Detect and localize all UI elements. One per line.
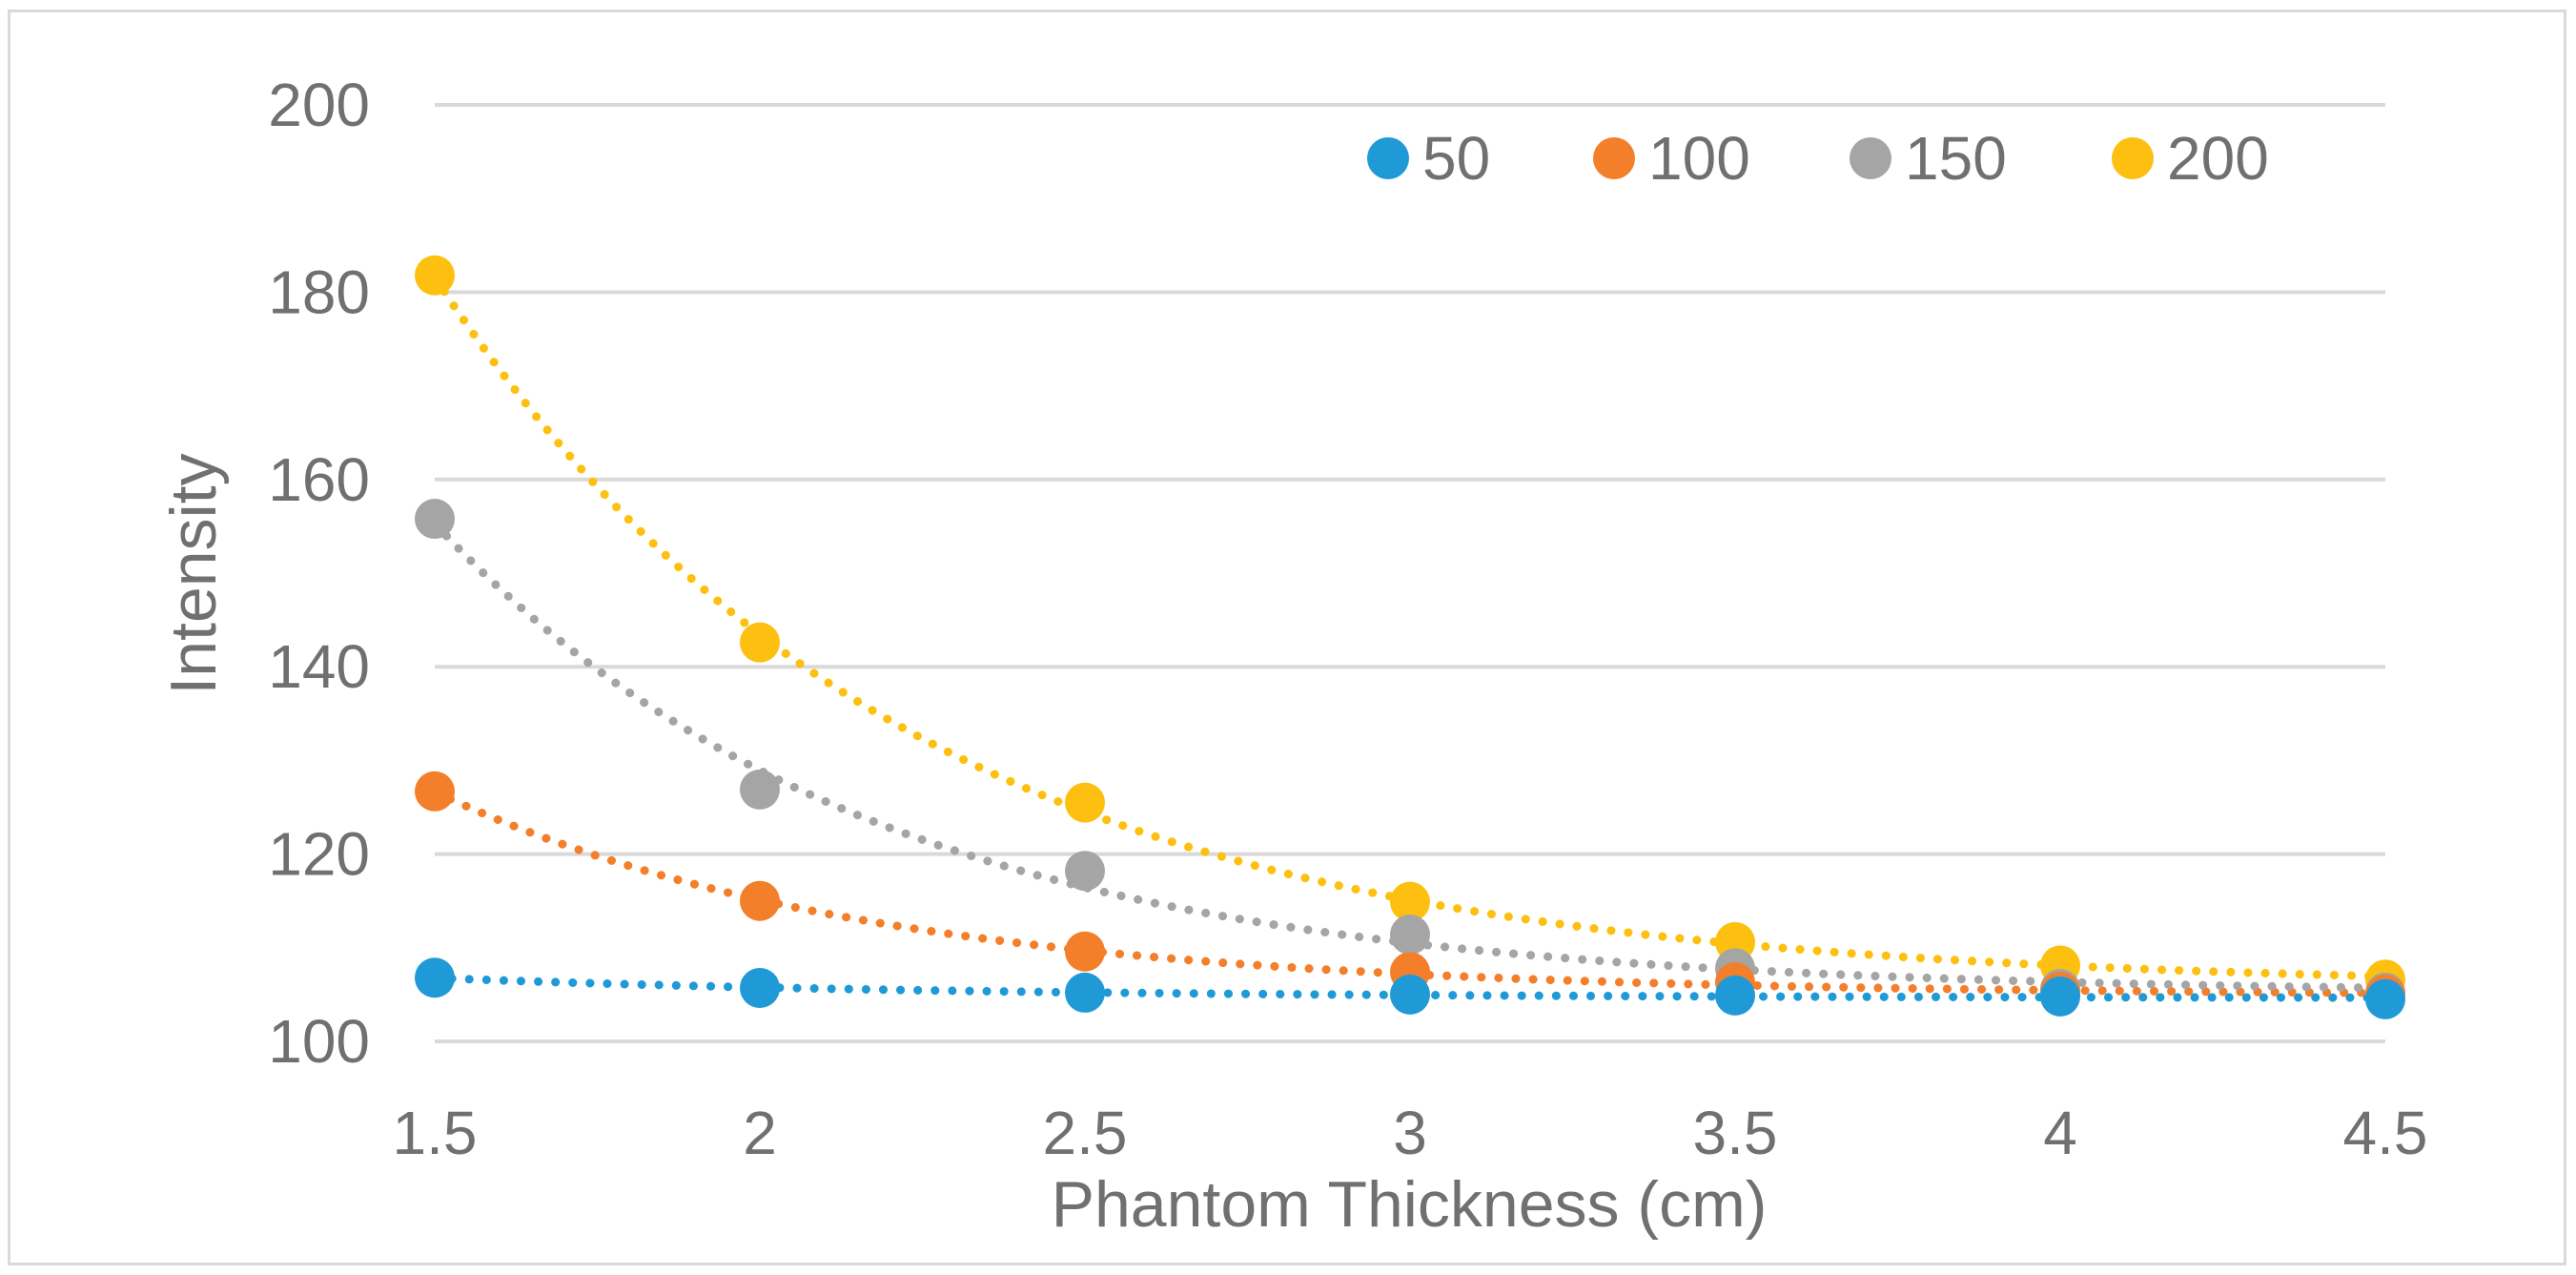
trendline-200 <box>430 273 2390 981</box>
data-point-200 <box>1065 782 1105 823</box>
x-tick-label: 2 <box>743 1099 777 1167</box>
data-point-50 <box>1715 975 1755 1016</box>
y-tick-label: 140 <box>268 632 370 701</box>
data-point-100 <box>415 771 455 812</box>
legend-label-50: 50 <box>1422 124 1490 193</box>
y-tick-label: 120 <box>268 820 370 889</box>
legend-label-150: 150 <box>1905 124 2007 193</box>
legend: 50 100 150 200 <box>1367 124 2269 193</box>
y-tick-label: 160 <box>268 445 370 514</box>
data-point-50 <box>1390 974 1430 1015</box>
x-axis-title: Phantom Thickness (cm) <box>1052 1168 1768 1241</box>
data-point-200 <box>415 255 455 296</box>
x-tick-label: 3 <box>1393 1099 1427 1167</box>
chart-frame <box>8 10 2566 1265</box>
data-point-150 <box>1065 851 1105 892</box>
data-point-150 <box>740 769 780 810</box>
legend-marker-200 <box>2112 137 2154 179</box>
y-axis-ticks: 100 120 140 160 180 200 <box>268 71 370 1076</box>
legend-label-100: 100 <box>1648 124 1750 193</box>
legend-marker-100 <box>1593 137 1635 179</box>
gridlines <box>435 103 2385 1043</box>
x-tick-label: 4.5 <box>2343 1099 2428 1167</box>
data-point-150 <box>415 499 455 540</box>
x-tick-label: 3.5 <box>1693 1099 1778 1167</box>
legend-marker-50 <box>1367 137 1409 179</box>
data-points <box>415 255 2405 1019</box>
data-point-200 <box>1390 881 1430 922</box>
data-point-50 <box>415 957 455 998</box>
data-point-200 <box>740 622 780 663</box>
y-tick-label: 200 <box>268 71 370 139</box>
data-point-50 <box>740 968 780 1009</box>
y-axis-title: Intensity <box>157 453 230 694</box>
y-tick-label: 180 <box>268 257 370 326</box>
data-point-50 <box>2040 976 2080 1017</box>
legend-marker-150 <box>1850 137 1891 179</box>
x-tick-label: 2.5 <box>1043 1099 1128 1167</box>
data-point-100 <box>740 880 780 921</box>
legend-label-200: 200 <box>2167 124 2269 193</box>
x-axis-ticks: 1.5 2 2.5 3 3.5 4 4.5 <box>393 1099 2428 1167</box>
data-point-50 <box>1065 972 1105 1013</box>
data-point-50 <box>2365 978 2405 1019</box>
x-tick-label: 1.5 <box>393 1099 478 1167</box>
y-tick-label: 100 <box>268 1007 370 1076</box>
data-point-150 <box>1390 915 1430 956</box>
x-tick-label: 4 <box>2043 1099 2077 1167</box>
data-point-100 <box>1065 931 1105 972</box>
